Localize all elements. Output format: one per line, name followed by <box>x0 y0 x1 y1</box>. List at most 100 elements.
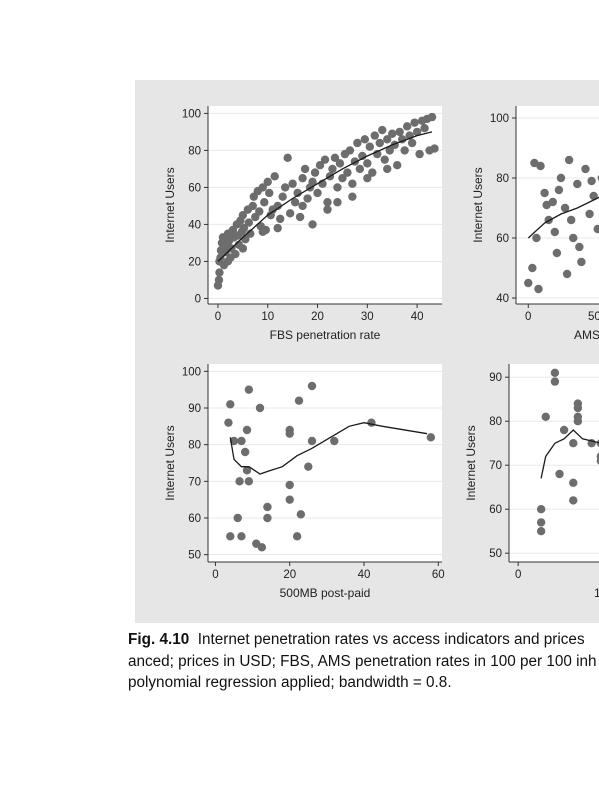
scatter-point <box>388 129 397 138</box>
fit-line <box>527 196 599 239</box>
scatter-point <box>353 138 362 148</box>
scatter-point <box>237 436 246 446</box>
scatter-points <box>524 155 599 294</box>
scatter-points <box>536 368 599 536</box>
scatter-point <box>375 138 384 148</box>
scatter-point <box>560 203 570 213</box>
scatter-point <box>536 505 546 514</box>
scatter-point <box>270 172 279 181</box>
scatter-point <box>589 191 598 201</box>
scatter-point <box>573 399 583 408</box>
scatter-point <box>298 173 307 183</box>
y-tick-label: 60 <box>188 182 201 194</box>
scatter-point <box>345 146 355 155</box>
scatter-point <box>330 436 339 446</box>
plot-area <box>208 364 442 562</box>
x-axis-title: 1 <box>594 586 599 600</box>
plot-area <box>509 364 599 562</box>
scatter-point <box>534 284 543 294</box>
chart-panel-1: 0 20 40 60 80 100 0 10 20 30 40 FBS penetration rat… <box>163 106 442 342</box>
scatter-point <box>328 164 337 174</box>
scatter-point <box>383 135 392 144</box>
scatter-point <box>308 220 317 229</box>
y-tick-label: 80 <box>496 173 509 185</box>
scatter-point <box>240 447 250 457</box>
scatter-point <box>285 495 294 504</box>
scatter-point <box>575 242 584 252</box>
scatter-point <box>348 179 357 188</box>
scatter-point <box>226 532 235 541</box>
scatter-point <box>285 480 294 490</box>
scatter-point <box>564 155 574 165</box>
y-tick-label: 70 <box>489 460 502 472</box>
scatter-point <box>368 168 377 177</box>
scatter-point <box>562 269 572 279</box>
scatter-point <box>536 161 545 171</box>
y-tick-label: 70 <box>188 476 201 488</box>
scatter-point <box>258 227 267 237</box>
scatter-point <box>383 164 392 174</box>
scatter-point <box>308 177 317 187</box>
scatter-point <box>223 257 233 266</box>
scatter-point <box>288 179 297 188</box>
x-tick-label: 40 <box>411 311 424 323</box>
x-tick-label: 0 <box>515 569 521 581</box>
scatter-point <box>294 396 304 405</box>
scatter-point <box>378 125 387 135</box>
scatter-point <box>420 124 429 133</box>
scatter-point <box>290 198 300 207</box>
scatter-point <box>566 215 576 225</box>
scatter-points <box>224 381 436 552</box>
scatter-point <box>552 248 562 258</box>
scatter-point <box>338 173 347 183</box>
scatter-point <box>596 452 599 461</box>
scatter-point <box>569 478 578 487</box>
scatter-point <box>402 122 412 131</box>
scatter-point <box>573 412 583 421</box>
scatter-point <box>407 138 417 148</box>
caption-text-1: Internet penetration rates vs access ind… <box>197 631 585 648</box>
scatter-point <box>365 142 375 151</box>
scatter-point <box>283 153 292 163</box>
scatter-point <box>315 161 325 170</box>
scatter-point <box>233 513 242 523</box>
scatter-point <box>323 198 332 207</box>
scatter-point <box>559 425 569 435</box>
scatter-point <box>303 194 312 203</box>
scatter-point <box>273 201 282 211</box>
scatter-point <box>285 209 295 218</box>
scatter-point <box>242 466 252 475</box>
scatter-point <box>410 118 419 127</box>
y-tick-label: 100 <box>182 108 201 120</box>
chart-panel-4: 50607080900201Internet Users <box>464 364 599 600</box>
caption-line-3: polynomial regression applied; bandwidth… <box>128 674 452 691</box>
scatter-point <box>296 510 306 519</box>
scatter-point <box>238 244 248 253</box>
y-tick-label: 60 <box>188 513 201 525</box>
y-tick-label: 20 <box>188 256 201 268</box>
scatter-point <box>577 257 586 267</box>
fit-line <box>229 422 428 475</box>
caption-line-1: Fig. 4.10 Internet penetration rates vs … <box>128 629 599 651</box>
scatter-point <box>385 146 394 155</box>
scatter-point <box>540 188 549 198</box>
scatter-point <box>333 198 342 207</box>
y-axis-title: Internet Users <box>464 425 478 500</box>
scatter-point <box>550 377 560 386</box>
scatter-point <box>293 188 302 198</box>
x-axis-title: FBS penetration rate <box>270 328 381 342</box>
scatter-point <box>244 385 254 394</box>
fit-line <box>540 429 599 479</box>
y-axis-title: Internet Users <box>163 167 177 242</box>
y-axis-title: Internet Users <box>471 167 485 242</box>
scatter-point <box>536 518 546 527</box>
scatter-point <box>380 155 389 164</box>
scatter-point <box>330 153 340 163</box>
scatter-point <box>320 155 330 164</box>
scatter-point <box>323 205 332 214</box>
scatter-point <box>248 201 258 211</box>
scatter-point <box>333 183 342 192</box>
y-tick-label: 50 <box>489 548 502 560</box>
scatter-point <box>363 173 372 183</box>
